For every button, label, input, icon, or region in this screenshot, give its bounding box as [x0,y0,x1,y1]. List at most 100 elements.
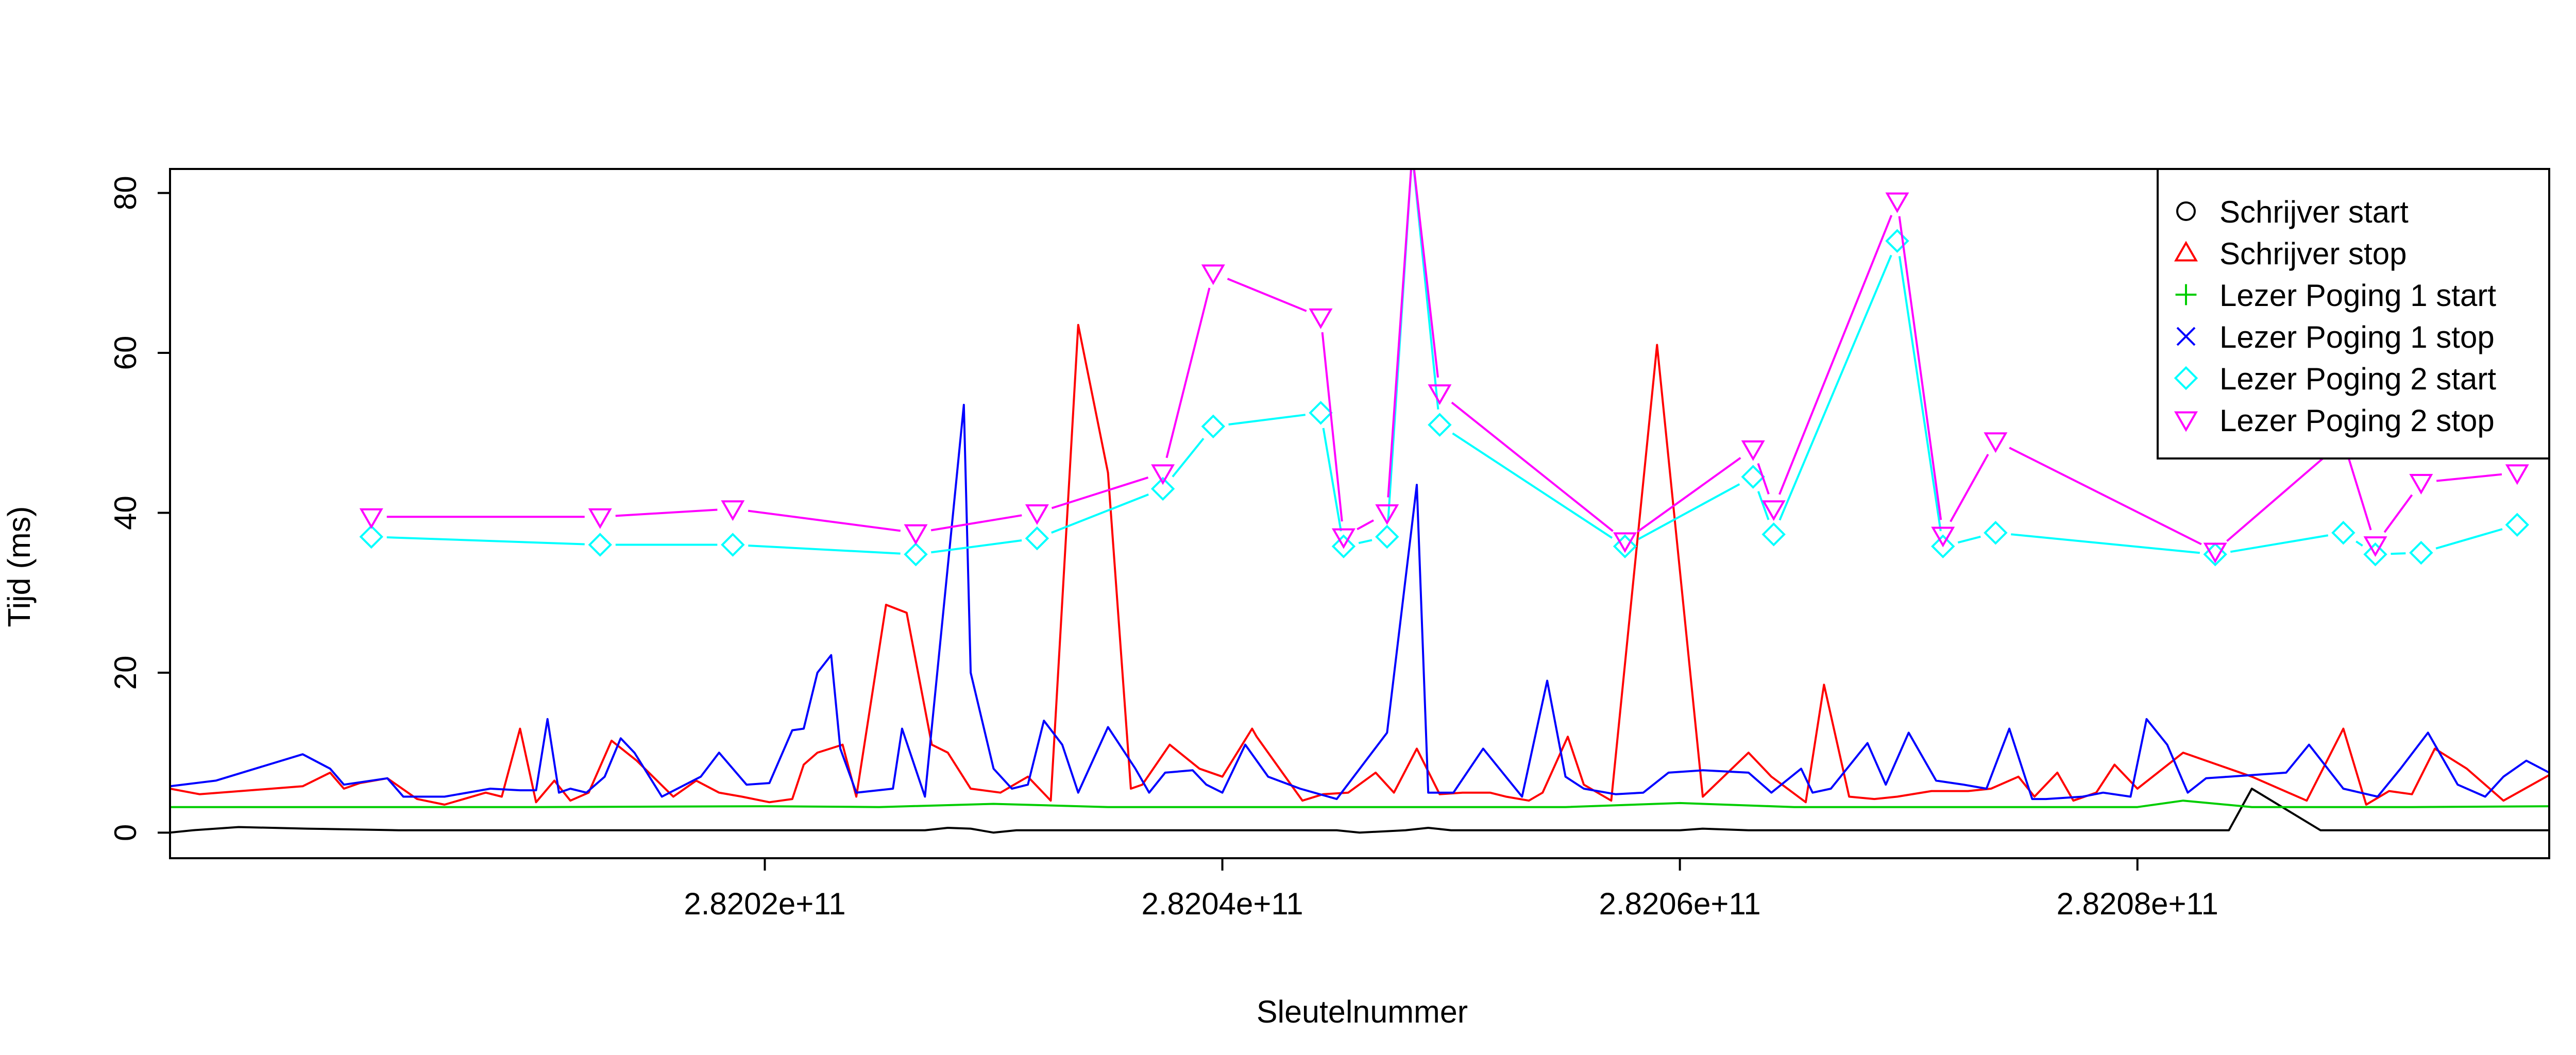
data-point [588,533,613,557]
data-point [2505,464,2529,485]
data-point [1025,526,1049,551]
connector-segment [1957,535,1981,544]
connector-segment [1950,453,1989,522]
connector-segment [748,544,901,555]
connector-segment [2347,455,2372,531]
connector-segment [1165,287,1211,458]
legend-label: Schrijver stop [2219,236,2406,271]
legend-marker [2174,241,2198,262]
x-tick-label: 2.8208e+11 [2057,887,2218,921]
legend-entry: Schrijver stop [2174,236,2406,271]
connector-segment [1757,463,1770,495]
data-point [1151,464,1175,485]
data-point [359,524,383,549]
series-line-1 [170,788,2549,834]
data-point [1309,401,1333,425]
data-point [1150,477,1175,501]
connector-segment [1413,169,1439,378]
connector-segment [2383,494,2413,533]
data-point [2203,542,2227,564]
connector-segment [1322,428,1342,532]
data-point [1885,192,1909,213]
connector-segment [1898,216,1942,520]
connector-segment [1452,432,1613,539]
connector-segment [1228,414,1306,426]
connector-segment [2009,447,2202,546]
data-point [359,508,383,529]
connector-segment [931,539,1022,554]
y-tick-label: 60 [108,336,143,370]
data-point [1331,528,1355,549]
legend-marker [2175,284,2197,305]
connector-segment [2230,534,2329,553]
connector-segment [1778,215,1893,495]
legend-entry: Lezer Poging 2 stop [2174,403,2495,438]
data-point [1984,432,2008,453]
chart-marks [170,146,2549,834]
data-point [1931,534,1955,558]
connector-segment [1227,278,1307,312]
data-point [2363,536,2387,557]
legend-entry: Lezer Poging 1 start [2175,278,2496,313]
data-point [2505,513,2530,537]
connector-segment [1051,477,1149,509]
data-point [1885,229,1909,253]
y-tick-label: 40 [108,496,143,530]
x-tick-label: 2.8204e+11 [1141,887,1303,921]
data-point [721,533,745,557]
legend-marker [2176,327,2196,346]
connector-segment [1898,256,1942,532]
x-tick-label: 2.8206e+11 [1599,887,1761,921]
data-point [2409,540,2433,565]
data-point [1931,526,1955,548]
connector-segment [1778,254,1892,521]
legend-marker [2174,411,2198,432]
data-point [904,542,928,567]
x-axis-label: Sleutelnummer [1257,994,1468,1029]
data-point [904,524,928,545]
data-point [2409,474,2433,495]
connector-segment [1051,494,1149,534]
data-point [1309,308,1333,329]
legend-label: Schrijver start [2219,195,2409,229]
legend-label: Lezer Poging 2 stop [2219,403,2495,438]
data-point [1331,534,1356,558]
legend-label: Lezer Poging 1 stop [2219,320,2495,354]
connector-segment [2226,450,2332,542]
series-line-3 [170,799,2549,808]
connector-segment [930,514,1022,532]
data-point [1375,524,1399,549]
connector-segment [1451,401,1614,532]
data-point [1201,264,1225,285]
connector-segment [1321,332,1343,522]
connector-segment [386,536,585,546]
connector-segment [2355,540,2363,547]
connector-segment [2011,533,2200,554]
connector-segment [2391,552,2406,555]
data-point [1402,146,1422,163]
data-point [1428,413,1452,437]
legend-entry: Lezer Poging 2 start [2174,362,2496,396]
series-line-2 [170,324,2549,806]
data-point [1761,522,1786,547]
connector-segment [2436,473,2502,482]
data-point [1984,521,2008,545]
data-point [1741,465,1765,489]
legend: Schrijver start Schrijver stop Lezer Pogin… [2157,168,2550,460]
data-point [1201,414,1226,439]
data-point [1613,534,1637,558]
series-points-triangle-down [359,146,2529,564]
connector-segment [2435,528,2503,550]
data-point [1428,384,1452,405]
connector-segment [615,508,718,517]
data-point [2363,542,2387,567]
legend-marker [2174,366,2198,390]
legend-entry: Schrijver start [2176,195,2409,229]
series-line-4 [170,403,2549,801]
connector-segment [1757,491,1770,520]
data-point [721,500,745,521]
legend-label: Lezer Poging 1 start [2219,278,2496,313]
data-point [1375,504,1399,525]
x-tick-label: 2.8202e+11 [684,887,845,921]
